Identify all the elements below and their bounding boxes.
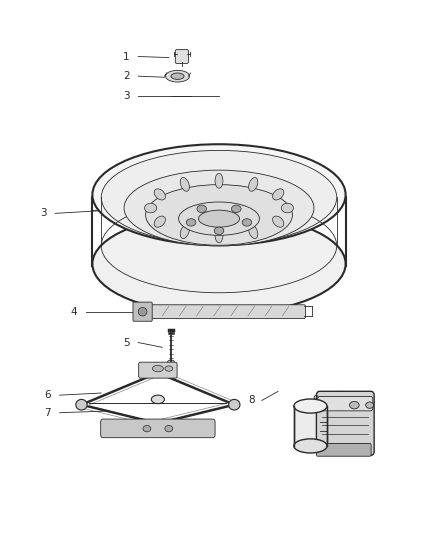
Ellipse shape (294, 399, 327, 413)
Ellipse shape (231, 205, 241, 213)
Ellipse shape (171, 73, 184, 79)
Ellipse shape (294, 439, 327, 453)
Ellipse shape (180, 177, 189, 191)
Text: 8: 8 (248, 395, 255, 406)
Ellipse shape (124, 170, 314, 246)
Ellipse shape (145, 184, 293, 245)
Ellipse shape (152, 366, 163, 372)
Ellipse shape (229, 399, 240, 410)
FancyBboxPatch shape (101, 419, 215, 438)
Text: 5: 5 (123, 337, 130, 348)
Ellipse shape (151, 395, 164, 403)
Bar (294, 406, 327, 446)
Text: 6: 6 (44, 390, 51, 400)
Text: 4: 4 (71, 306, 77, 317)
Ellipse shape (180, 225, 189, 238)
FancyBboxPatch shape (316, 391, 374, 455)
Ellipse shape (76, 399, 87, 410)
Ellipse shape (249, 225, 258, 238)
Ellipse shape (92, 213, 346, 314)
Ellipse shape (143, 425, 151, 432)
Ellipse shape (214, 227, 224, 235)
Ellipse shape (138, 308, 147, 316)
Text: 1: 1 (123, 52, 130, 61)
Ellipse shape (165, 366, 173, 371)
Ellipse shape (272, 216, 284, 227)
Ellipse shape (198, 210, 240, 227)
Ellipse shape (92, 144, 346, 245)
Ellipse shape (154, 216, 166, 227)
Ellipse shape (197, 205, 207, 213)
Text: 9: 9 (313, 395, 319, 406)
Ellipse shape (215, 228, 223, 243)
Ellipse shape (272, 189, 284, 200)
FancyBboxPatch shape (135, 305, 305, 319)
Ellipse shape (165, 425, 173, 432)
FancyBboxPatch shape (133, 302, 152, 321)
Ellipse shape (186, 219, 196, 226)
FancyBboxPatch shape (139, 362, 177, 378)
Ellipse shape (281, 203, 293, 213)
FancyBboxPatch shape (175, 50, 188, 63)
Text: 2: 2 (123, 71, 130, 81)
Ellipse shape (154, 189, 166, 200)
Text: 3: 3 (123, 91, 130, 101)
FancyBboxPatch shape (316, 443, 371, 456)
Ellipse shape (145, 203, 157, 213)
Ellipse shape (249, 177, 258, 191)
Ellipse shape (167, 360, 174, 365)
Ellipse shape (242, 219, 252, 226)
Ellipse shape (350, 401, 359, 409)
Ellipse shape (366, 402, 374, 408)
Text: 3: 3 (40, 208, 46, 219)
Text: 7: 7 (44, 408, 51, 418)
Ellipse shape (101, 150, 337, 244)
Ellipse shape (179, 202, 259, 236)
Ellipse shape (215, 173, 223, 188)
FancyBboxPatch shape (318, 397, 373, 411)
Ellipse shape (166, 70, 190, 82)
